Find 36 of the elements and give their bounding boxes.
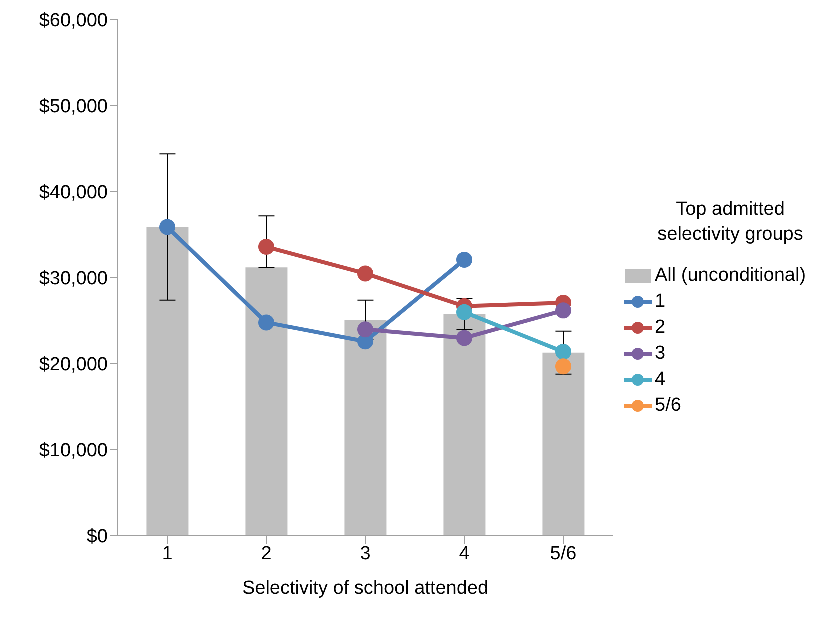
y-tick-label: $60,000 [39, 10, 108, 32]
y-tick-label: $50,000 [39, 96, 108, 118]
point [456, 252, 472, 268]
point [556, 344, 572, 360]
legend-label: 3 [655, 343, 666, 365]
legend-label: 1 [655, 291, 666, 313]
y-tick-label: $40,000 [39, 182, 108, 204]
point [556, 302, 572, 319]
x-tick-label: 1 [162, 543, 173, 564]
y-tick-label: $20,000 [39, 354, 108, 376]
point [358, 322, 374, 338]
point [160, 219, 176, 236]
x-axis-title: Selectivity of school attended [242, 578, 489, 599]
y-tick-label: $0 [86, 526, 108, 548]
bar [444, 314, 486, 536]
point [456, 330, 472, 346]
legend-label: 4 [655, 369, 666, 391]
legend-label: 2 [655, 317, 666, 339]
point [258, 314, 274, 331]
x-tick-label: 5/6 [550, 543, 577, 564]
bar [146, 227, 189, 536]
point [456, 304, 472, 320]
point [556, 358, 572, 375]
legend-label: All (unconditional) [655, 265, 806, 287]
x-tick-label: 2 [261, 543, 272, 564]
point [358, 266, 374, 282]
y-tick-label: $30,000 [39, 268, 108, 290]
legend-title: Top admitted selectivity groups [656, 198, 804, 247]
bar [344, 320, 387, 536]
x-tick-label: 3 [360, 543, 371, 564]
x-tick-label: 4 [459, 543, 470, 564]
y-tick-label: $10,000 [39, 440, 108, 462]
point [258, 239, 274, 256]
legend-label: 5/6 [655, 395, 682, 417]
bar [542, 352, 585, 536]
bar [246, 268, 288, 536]
